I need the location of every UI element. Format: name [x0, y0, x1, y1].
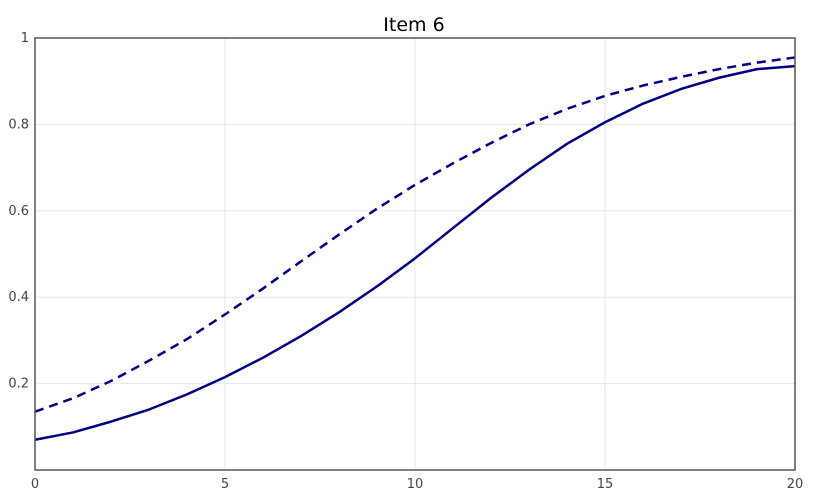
- x-tick-label: 0: [31, 477, 39, 492]
- chart-title: Item 6: [383, 14, 444, 36]
- y-tick-label: 0.8: [8, 117, 29, 132]
- x-tick-label: 20: [787, 477, 804, 492]
- series-layer: [34, 56, 796, 441]
- y-tick-label: 0.6: [8, 204, 29, 219]
- tick-labels: 0 5 10 15 20 0.2 0.4 0.6 0.8 1: [8, 31, 803, 492]
- y-tick-label: 0.2: [8, 377, 29, 392]
- series-line-solid: [34, 64, 796, 441]
- x-tick-label: 15: [597, 477, 614, 492]
- y-tick-label: 0.4: [8, 290, 29, 305]
- y-tick-label: 1: [21, 31, 29, 46]
- plot-frame: [34, 37, 796, 471]
- series-line-dashed: [34, 56, 796, 413]
- x-tick-label: 5: [221, 477, 229, 492]
- x-tick-label: 10: [407, 477, 424, 492]
